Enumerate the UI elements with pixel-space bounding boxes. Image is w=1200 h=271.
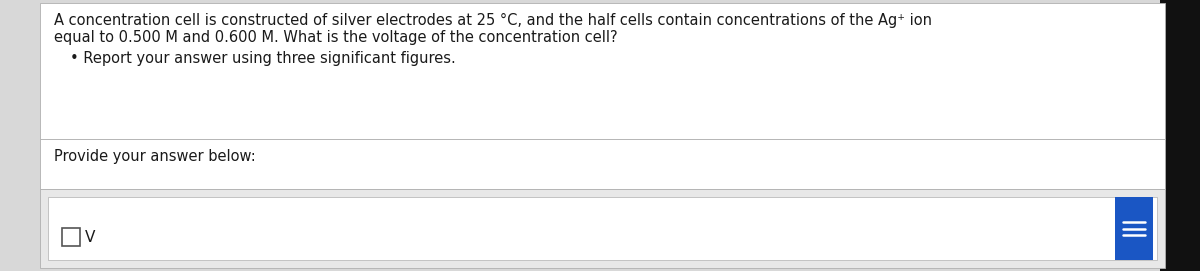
Bar	[1160, 0, 1200, 271]
Text: • Report your answer using three significant figures.: • Report your answer using three signifi…	[70, 51, 456, 66]
Bar	[40, 189, 1165, 268]
Bar	[40, 3, 1165, 139]
Bar	[40, 139, 1165, 189]
Text: Provide your answer below:: Provide your answer below:	[54, 149, 256, 164]
Text: A concentration cell is constructed of silver electrodes at 25 °C, and the half : A concentration cell is constructed of s…	[54, 13, 932, 28]
Bar	[48, 197, 1157, 260]
Text: V: V	[85, 230, 95, 244]
Bar	[62, 228, 80, 246]
Text: equal to 0.500 M and 0.600 M. What is the voltage of the concentration cell?: equal to 0.500 M and 0.600 M. What is th…	[54, 30, 618, 45]
Bar	[1115, 197, 1153, 260]
